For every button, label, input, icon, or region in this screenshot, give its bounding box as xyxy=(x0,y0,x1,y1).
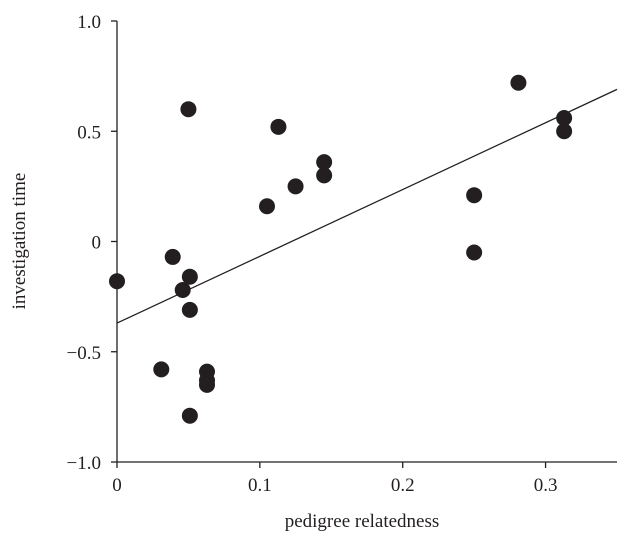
y-axis-label: investigation time xyxy=(9,173,30,310)
data-point xyxy=(466,244,483,261)
data-point xyxy=(270,118,287,135)
data-points xyxy=(109,74,573,424)
y-tick-label: −0.5 xyxy=(67,343,101,364)
data-point xyxy=(181,407,198,424)
data-point xyxy=(153,361,170,378)
data-point xyxy=(181,301,198,318)
data-point xyxy=(181,268,198,285)
data-point xyxy=(180,101,197,118)
data-point xyxy=(287,178,304,195)
data-point xyxy=(556,123,573,140)
regression-line xyxy=(116,88,618,324)
x-tick-label: 0.1 xyxy=(248,475,272,496)
fit-line-group xyxy=(116,88,618,324)
data-point xyxy=(174,282,191,299)
data-point xyxy=(466,187,483,204)
x-tick-label: 0.3 xyxy=(534,475,558,496)
x-tick-label: 0 xyxy=(112,475,122,496)
data-point xyxy=(164,248,181,265)
y-tick-label: 0.5 xyxy=(77,122,101,143)
y-tick-label: −1.0 xyxy=(67,453,101,474)
y-tick-label: 0 xyxy=(92,233,102,254)
data-point xyxy=(556,110,573,127)
data-point xyxy=(316,154,333,171)
axes xyxy=(116,21,617,463)
x-tick-label: 0.2 xyxy=(391,475,415,496)
x-axis-label: pedigree relatedness xyxy=(285,511,440,532)
ticks: 0 0.1 0.2 0.3 1.0 0.5 0 −0.5 −1.0 xyxy=(67,12,558,496)
data-point xyxy=(316,167,333,184)
y-tick-label: 1.0 xyxy=(77,12,101,33)
data-point xyxy=(259,198,275,215)
data-point xyxy=(510,74,527,91)
data-point xyxy=(109,273,125,290)
data-point xyxy=(199,376,215,393)
